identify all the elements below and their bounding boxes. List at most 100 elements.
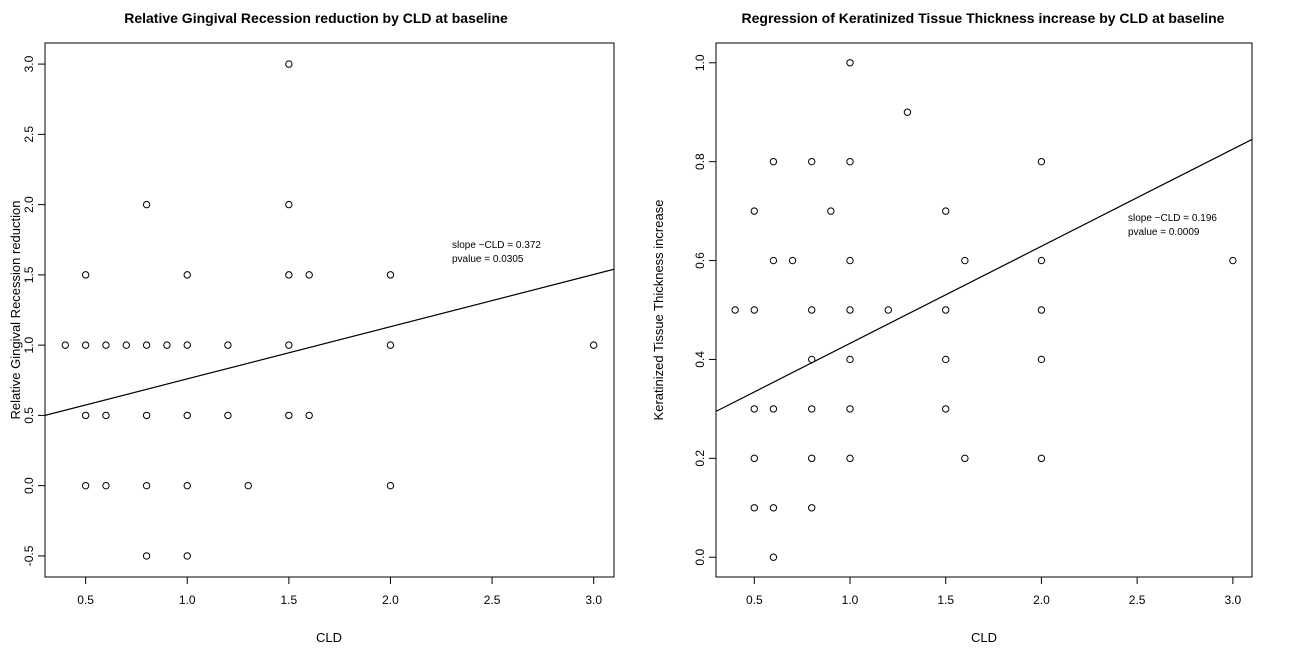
- data-point-recession: [142, 200, 151, 209]
- panel-keratinized: Regression of Keratinized Tissue Thickne…: [651, 10, 1253, 645]
- data-point-recession: [285, 341, 293, 349]
- plot-frame-keratinized: [715, 42, 1253, 578]
- y-tick-label-recession: 1.5: [22, 266, 36, 283]
- data-point-recession: [81, 271, 90, 279]
- data-point-recession: [244, 481, 252, 490]
- data-point-keratinized: [942, 207, 950, 215]
- data-point-keratinized: [846, 157, 854, 166]
- data-point-recession: [589, 341, 598, 349]
- y-axis-title-keratinized: Keratinized Tissue Thickness increase: [651, 200, 666, 421]
- data-point-recession: [81, 481, 90, 490]
- data-point-keratinized: [846, 405, 854, 413]
- chart-title-recession: Relative Gingival Recession reduction by…: [124, 10, 508, 26]
- data-point-keratinized: [788, 256, 797, 265]
- x-tick-label-keratinized: 1.0: [842, 593, 859, 607]
- annotation-slope-keratinized: slope ~CLD = 0.196: [1128, 213, 1217, 224]
- data-point-keratinized: [750, 504, 758, 512]
- x-tick-label-recession: 1.5: [281, 593, 298, 607]
- data-point-keratinized: [808, 504, 816, 512]
- y-tick-label-keratinized: 1.0: [693, 54, 707, 71]
- data-point-recession: [183, 341, 191, 349]
- data-point-recession: [81, 411, 90, 420]
- x-tick-label-recession: 3.0: [585, 593, 602, 607]
- data-point-keratinized: [903, 108, 912, 116]
- x-tick-label-keratinized: 3.0: [1225, 593, 1242, 607]
- data-point-keratinized: [750, 207, 758, 215]
- data-point-keratinized: [808, 405, 816, 413]
- data-point-recession: [224, 411, 232, 420]
- y-tick-label-recession: 0.5: [22, 407, 36, 424]
- y-tick-label-keratinized: 0.2: [693, 450, 707, 467]
- data-point-recession: [183, 481, 191, 490]
- y-tick-label-keratinized: 0.6: [693, 252, 707, 269]
- data-point-recession: [142, 552, 151, 560]
- data-point-keratinized: [942, 355, 950, 364]
- data-point-recession: [102, 481, 110, 490]
- data-point-recession: [61, 341, 70, 349]
- annotation-slope-recession: slope ~CLD = 0.372: [452, 240, 541, 251]
- data-point-keratinized: [1037, 454, 1046, 463]
- regression-line-keratinized: [716, 138, 1252, 412]
- data-point-keratinized: [769, 157, 778, 166]
- data-point-keratinized: [846, 256, 854, 265]
- data-point-keratinized: [1037, 355, 1046, 364]
- data-point-recession: [285, 271, 293, 279]
- data-point-keratinized: [808, 306, 816, 314]
- y-tick-label-keratinized: 0.8: [693, 153, 707, 170]
- data-point-recession: [386, 341, 395, 349]
- data-point-recession: [81, 341, 90, 349]
- data-point-keratinized: [750, 306, 758, 314]
- data-point-keratinized: [750, 454, 758, 463]
- data-point-keratinized: [942, 306, 950, 314]
- data-point-recession: [285, 200, 293, 209]
- y-tick-label-recession: -0.5: [22, 545, 36, 566]
- data-point-keratinized: [769, 256, 778, 265]
- data-point-keratinized: [846, 355, 854, 364]
- y-tick-label-keratinized: 0.0: [693, 549, 707, 566]
- x-tick-label-recession: 2.0: [382, 593, 399, 607]
- data-point-keratinized: [769, 504, 778, 512]
- panel-recession: Relative Gingival Recession reduction by…: [8, 10, 615, 645]
- data-point-recession: [183, 411, 191, 420]
- x-tick-label-keratinized: 0.5: [746, 593, 763, 607]
- plot-frame-recession: [44, 42, 615, 578]
- data-point-recession: [183, 271, 191, 279]
- data-point-keratinized: [1037, 256, 1046, 265]
- data-point-recession: [305, 411, 313, 420]
- data-point-recession: [386, 481, 395, 490]
- data-point-keratinized: [769, 553, 778, 561]
- x-tick-label-recession: 0.5: [77, 593, 94, 607]
- data-point-recession: [142, 341, 151, 349]
- data-point-keratinized: [961, 256, 969, 265]
- y-tick-label-recession: 1.0: [22, 336, 36, 353]
- data-point-recession: [183, 552, 191, 560]
- data-point-recession: [224, 341, 232, 349]
- x-tick-label-keratinized: 1.5: [937, 593, 954, 607]
- chart-title-keratinized: Regression of Keratinized Tissue Thickne…: [742, 10, 1225, 26]
- data-point-recession: [142, 411, 151, 420]
- annotation-pvalue-keratinized: pvalue = 0.0009: [1128, 227, 1200, 238]
- x-tick-label-keratinized: 2.0: [1033, 593, 1050, 607]
- y-tick-label-recession: 3.0: [22, 55, 36, 72]
- data-point-keratinized: [846, 454, 854, 463]
- regression-line-recession: [45, 268, 614, 416]
- data-point-keratinized: [731, 306, 739, 314]
- data-point-keratinized: [942, 405, 950, 413]
- annotation-pvalue-recession: pvalue = 0.0305: [452, 254, 524, 265]
- y-axis-title-recession: Relative Gingival Recession reduction: [8, 201, 23, 420]
- data-point-recession: [102, 411, 110, 420]
- data-point-keratinized: [1037, 157, 1046, 166]
- y-tick-label-recession: 2.0: [22, 196, 36, 213]
- data-point-recession: [386, 271, 395, 279]
- data-point-keratinized: [769, 405, 778, 413]
- data-point-recession: [305, 271, 313, 279]
- data-point-keratinized: [846, 306, 854, 314]
- y-tick-label-recession: 0.0: [22, 477, 36, 494]
- x-tick-label-recession: 1.0: [179, 593, 196, 607]
- data-point-recession: [102, 341, 110, 349]
- data-point-keratinized: [750, 405, 758, 413]
- y-tick-label-recession: 2.5: [22, 126, 36, 143]
- data-point-keratinized: [808, 454, 816, 463]
- y-tick-label-keratinized: 0.4: [693, 351, 707, 368]
